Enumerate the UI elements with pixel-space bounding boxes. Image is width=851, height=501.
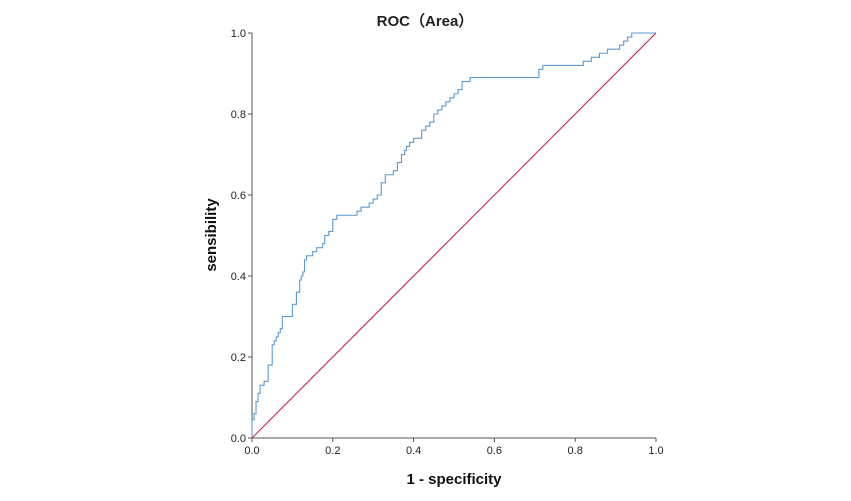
- chart-title: ROC（Area）: [377, 12, 474, 30]
- x-axis-title: 1 - specificity: [406, 471, 502, 488]
- y-axis-title: sensibility: [203, 198, 220, 272]
- plot-area: 0.0 0.2 0.4 0.6 0.8 1.0 0.0 0.2 0.4 0.6 0.8 1.0: [231, 28, 664, 457]
- x-tick-label-0: 0.0: [244, 445, 259, 457]
- x-tick-label-1: 0.2: [325, 445, 340, 457]
- reference-diagonal-line: [251, 32, 657, 439]
- x-tick-label-2: 0.4: [406, 445, 421, 457]
- y-tick-label-3: 0.6: [231, 190, 246, 202]
- y-tick-label-2: 0.4: [231, 271, 246, 283]
- x-tick-label-3: 0.6: [487, 445, 502, 457]
- x-tick-label-4: 0.8: [568, 445, 583, 457]
- y-tick-label-5: 1.0: [231, 28, 246, 40]
- roc-curve-line: [251, 32, 656, 438]
- x-tick-label-5: 1.0: [648, 445, 663, 457]
- y-tick-label-1: 0.2: [231, 352, 246, 364]
- y-tick-label-4: 0.8: [231, 109, 246, 121]
- y-tick-label-0: 0.0: [231, 433, 246, 445]
